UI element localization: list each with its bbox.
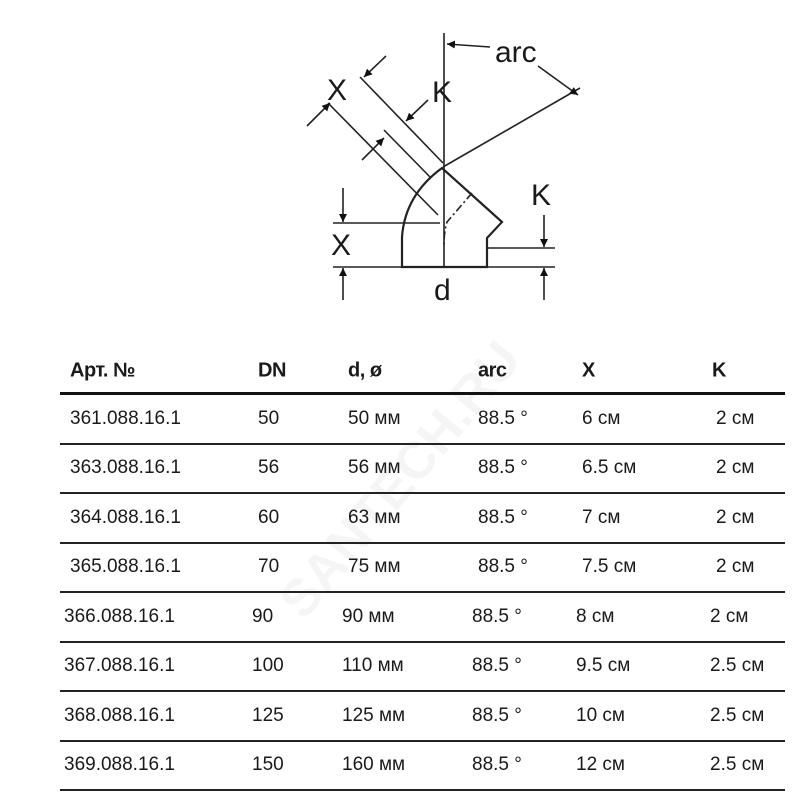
cell-k: 2.5 см: [710, 655, 765, 677]
cell-art-no: 365.088.16.1: [70, 556, 181, 578]
table-header: Арт. № DN d, ø arc X K: [60, 350, 785, 395]
table-row: 365.088.16.1 70 75 мм 88.5 ° 7.5 см 2 см: [60, 544, 785, 593]
cell-dn: 70: [258, 556, 280, 578]
table-row: 368.088.16.1 125 125 мм 88.5 ° 10 см 2.5 см: [60, 692, 785, 742]
cell-diameter: 125 мм: [342, 704, 406, 726]
table-row: 363.088.16.1 56 56 мм 88.5 ° 6.5 см 2 см: [60, 445, 785, 494]
cell-dn: 56: [258, 457, 280, 479]
cell-dn: 100: [252, 655, 284, 677]
cell-k: 2 см: [716, 556, 755, 578]
header-dn: DN: [258, 359, 286, 382]
cell-arc: 88.5 °: [472, 605, 522, 627]
cell-diameter: 160 мм: [342, 754, 406, 776]
header-k: K: [712, 359, 726, 382]
cell-x: 9.5 см: [576, 655, 631, 677]
d-label: d: [434, 274, 451, 307]
cell-x: 7.5 см: [582, 556, 637, 578]
cell-x: 7 см: [582, 506, 621, 528]
cell-k: 2 см: [716, 407, 755, 429]
cell-diameter: 75 мм: [348, 556, 401, 578]
x-left-label: X: [331, 229, 351, 262]
cell-k: 2 см: [716, 457, 755, 479]
cell-arc: 88.5 °: [478, 556, 528, 578]
table-row: 369.088.16.1 150 160 мм 88.5 ° 12 см 2.5 см: [60, 742, 785, 791]
spec-table: Арт. № DN d, ø arc X K 361.088.16.1 50 50 …: [60, 350, 785, 791]
cell-art-no: 364.088.16.1: [70, 506, 181, 528]
header-x: X: [582, 359, 595, 382]
cell-k: 2.5 см: [710, 754, 765, 776]
table-row: 366.088.16.1 90 90 мм 88.5 ° 8 см 2 см: [60, 593, 785, 643]
cell-k: 2.5 см: [710, 704, 765, 726]
cell-diameter: 110 мм: [342, 655, 404, 677]
cell-art-no: 366.088.16.1: [64, 605, 175, 627]
cell-arc: 88.5 °: [478, 506, 528, 528]
table-row: 367.088.16.1 100 110 мм 88.5 ° 9.5 см 2.5 см: [60, 643, 785, 692]
cell-art-no: 363.088.16.1: [70, 457, 181, 479]
cell-arc: 88.5 °: [472, 754, 522, 776]
cell-art-no: 369.088.16.1: [64, 754, 175, 776]
table-row: 364.088.16.1 60 63 мм 88.5 ° 7 см 2 см: [60, 494, 785, 544]
cell-diameter: 90 мм: [342, 605, 395, 627]
cell-x: 6 см: [582, 407, 621, 429]
cell-diameter: 50 мм: [348, 407, 401, 429]
cell-dn: 125: [252, 704, 284, 726]
cell-x: 6.5 см: [582, 457, 637, 479]
x-top-label: X: [327, 74, 347, 107]
cell-dn: 150: [252, 754, 284, 776]
cell-art-no: 367.088.16.1: [64, 655, 175, 677]
cell-x: 8 см: [576, 605, 615, 627]
cell-x: 12 см: [576, 754, 625, 776]
k-top-label: K: [432, 76, 452, 109]
arc-label: arc: [495, 36, 537, 69]
cell-k: 2 см: [710, 605, 749, 627]
cell-arc: 88.5 °: [472, 704, 522, 726]
cell-x: 10 см: [576, 704, 625, 726]
cell-art-no: 361.088.16.1: [70, 407, 181, 429]
cell-diameter: 63 мм: [348, 506, 401, 528]
cell-dn: 90: [252, 605, 274, 627]
header-d: d, ø: [348, 359, 382, 382]
header-art: Арт. №: [70, 359, 135, 382]
cell-dn: 60: [258, 506, 280, 528]
cell-diameter: 56 мм: [348, 457, 401, 479]
cell-arc: 88.5 °: [472, 655, 522, 677]
table-row: 361.088.16.1 50 50 мм 88.5 ° 6 см 2 см: [60, 395, 785, 445]
header-arc: arc: [478, 359, 507, 382]
cell-arc: 88.5 °: [478, 457, 528, 479]
cell-dn: 50: [258, 407, 280, 429]
k-right-label: K: [531, 179, 551, 212]
cell-k: 2 см: [716, 506, 755, 528]
cell-arc: 88.5 °: [478, 407, 528, 429]
cell-art-no: 368.088.16.1: [64, 704, 175, 726]
pipe-bend-diagram: arc X K X K d: [306, 33, 581, 307]
